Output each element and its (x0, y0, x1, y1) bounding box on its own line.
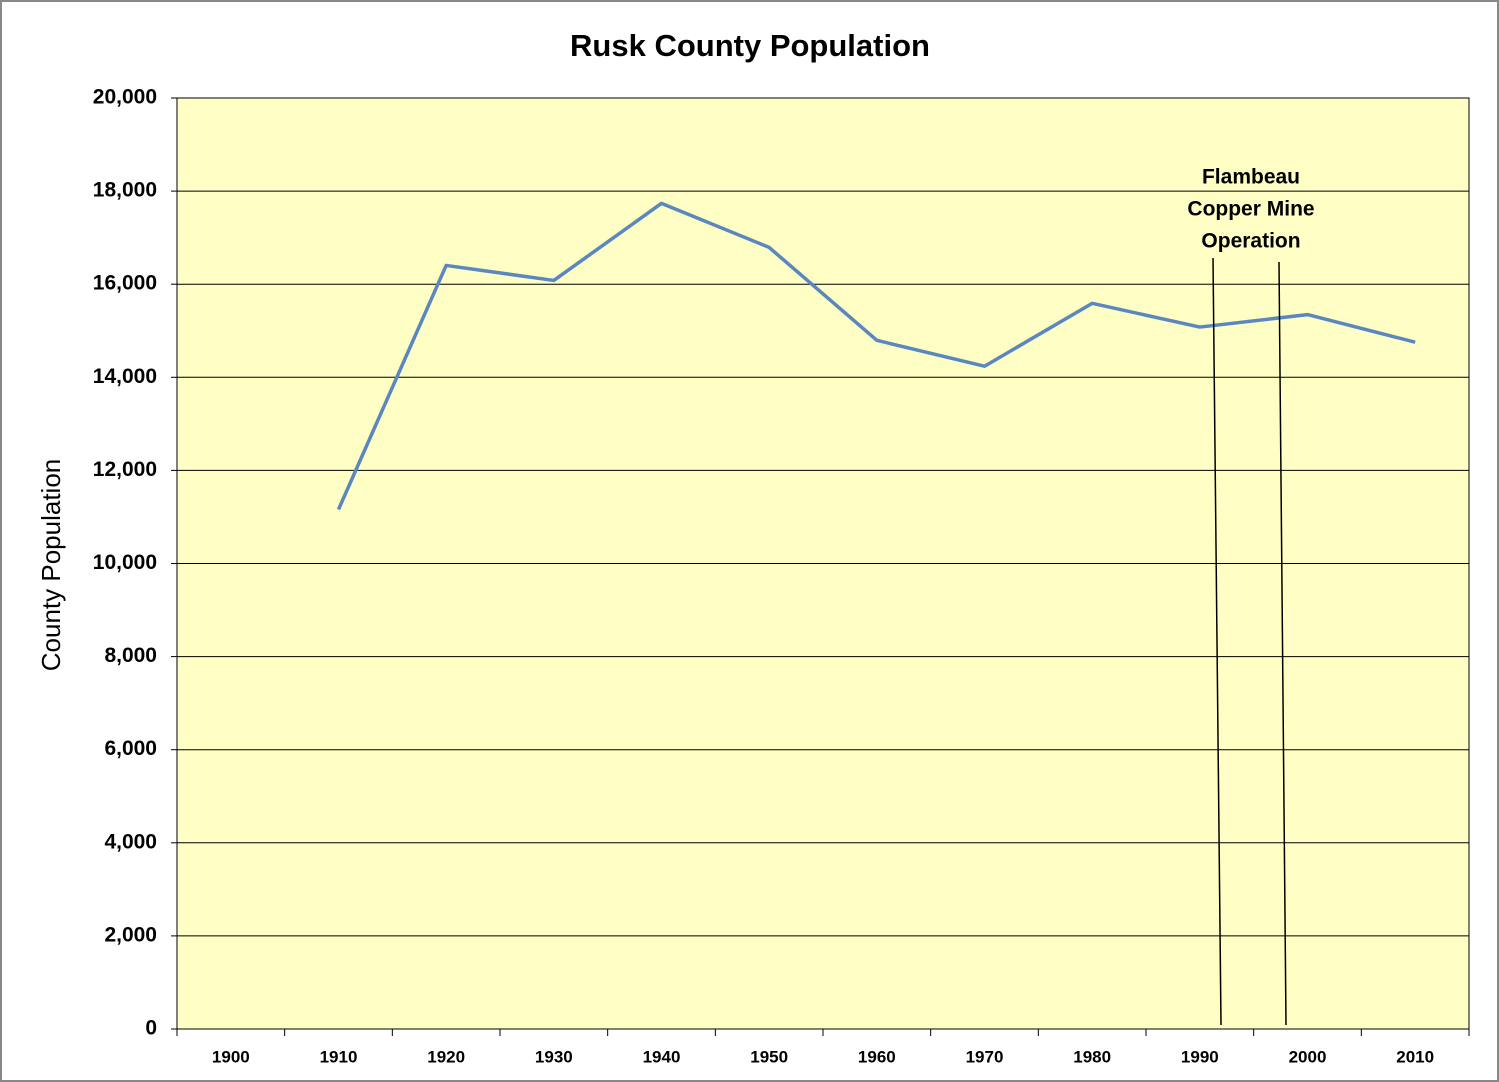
y-tick-label: 0 (145, 1017, 157, 1040)
annotation-line (1212, 257, 1222, 1026)
annotation: Copper Mine (1187, 198, 1314, 221)
y-tick-label: 18,000 (93, 179, 157, 202)
annotation: Flambeau (1202, 166, 1300, 189)
x-tick-label: 1990 (1181, 1047, 1219, 1066)
data-line (336, 201, 1416, 511)
x-tick-label: 1900 (212, 1047, 250, 1066)
x-tick-label: 1970 (966, 1047, 1004, 1066)
chart-title: Rusk County Population (570, 28, 930, 63)
y-tick-label: 12,000 (93, 458, 157, 481)
x-tick-label: 2000 (1289, 1047, 1327, 1066)
x-tick-label: 1940 (643, 1047, 681, 1066)
x-tick-label: 1920 (427, 1047, 465, 1066)
y-tick-label: 2,000 (104, 923, 157, 946)
y-tick-label: 8,000 (104, 644, 157, 667)
y-tick-label: 16,000 (93, 272, 157, 295)
plot-layer: 0 2,000 4,000 6,000 8,000 10,000 12,000 14,000 1… (93, 86, 1470, 1066)
annotation: Operation (1201, 230, 1300, 253)
x-tick-label: 1980 (1073, 1047, 1111, 1066)
y-tick-label: 6,000 (104, 737, 157, 760)
x-tick-label: 1930 (535, 1047, 573, 1066)
x-tick-label: 2010 (1396, 1047, 1434, 1066)
y-tick-label: 4,000 (104, 830, 157, 853)
y-tick-label: 20,000 (93, 86, 157, 109)
x-tick-label: 1910 (320, 1047, 358, 1066)
y-tick-label: 10,000 (93, 551, 157, 574)
y-axis-label: County Population (36, 459, 66, 671)
x-tick-label: 1950 (750, 1047, 788, 1066)
y-tick-label: 14,000 (93, 365, 157, 388)
annotation-line (1278, 261, 1287, 1026)
x-tick-label: 1960 (858, 1047, 896, 1066)
